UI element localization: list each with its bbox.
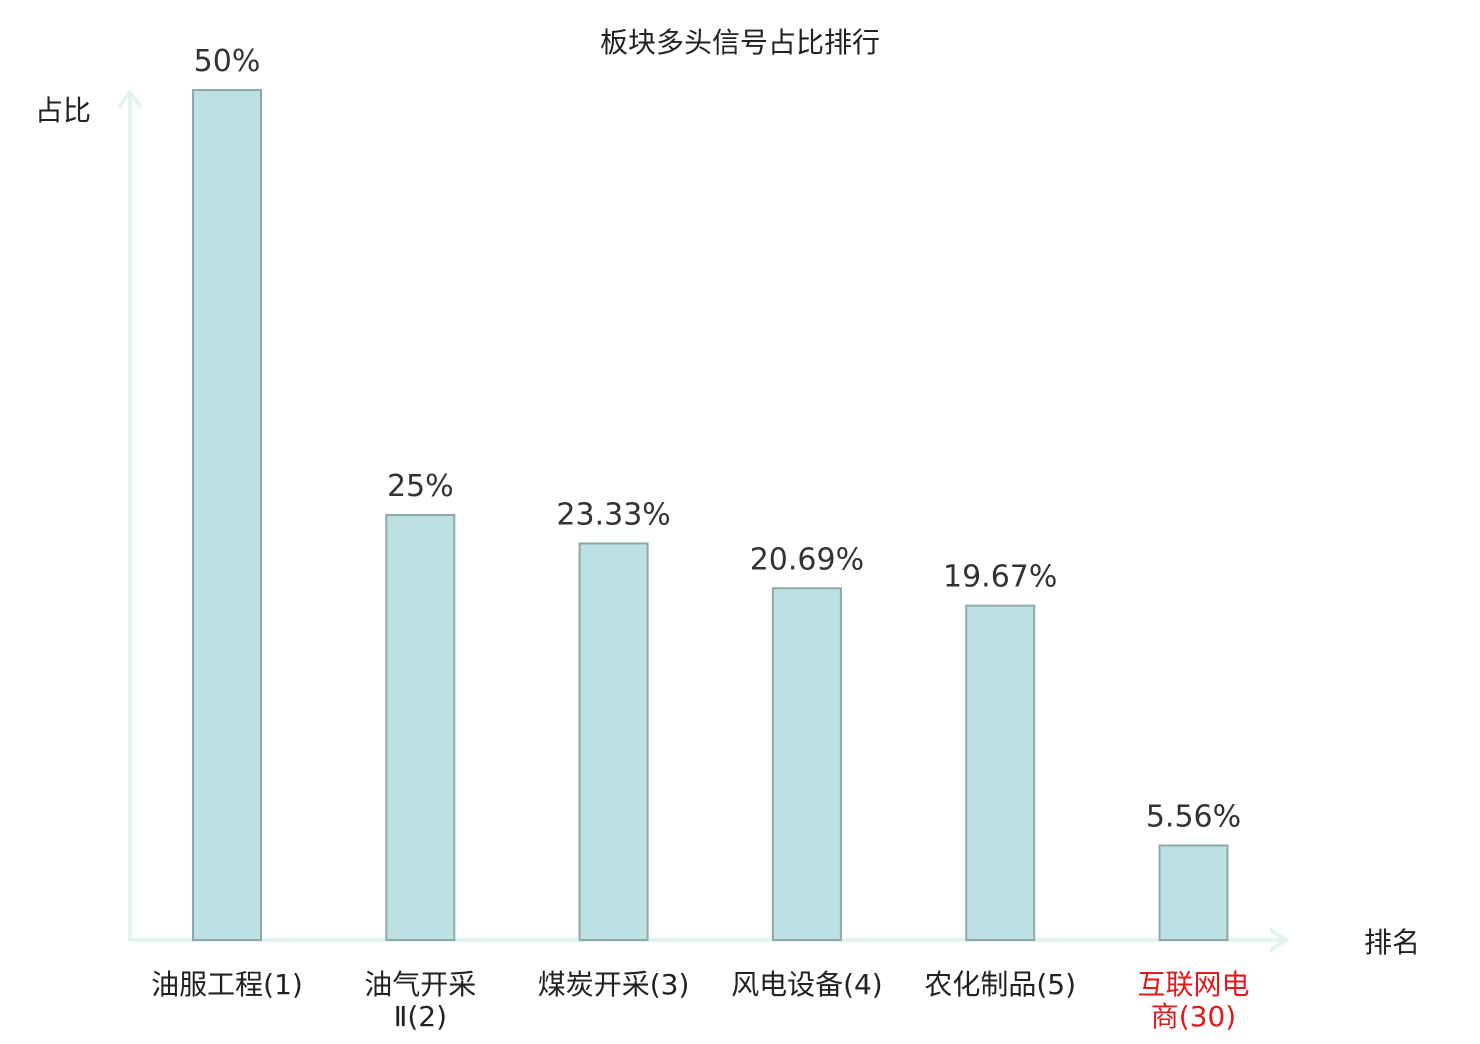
bar-4 [771,587,842,941]
value-labels: 50% 25% 23.33% 20.69% 19.67% 5.56% [194,44,1242,835]
value-label-4: 20.69% [750,542,864,577]
x-axis-label: 排名 [1364,926,1420,959]
category-label-2: 油气开采 [364,968,476,1001]
bar-5 [965,604,1036,941]
value-label-1: 50% [194,44,261,79]
category-label-4: 风电设备(4) [731,968,883,1001]
value-label-5: 19.67% [943,560,1057,595]
value-label-3: 23.33% [556,497,670,532]
bar-1 [192,89,262,941]
axes [118,90,1288,952]
y-axis-arrow [118,90,142,108]
bar-3 [578,542,649,942]
category-label-1: 油服工程(1) [151,968,303,1001]
category-label-5: 农化制品(5) [924,968,1076,1001]
y-axis-label: 占比 [35,94,91,127]
value-label-6: 5.56% [1146,800,1241,835]
bar-6 [1158,844,1229,941]
bars [192,89,1229,942]
category-label-3: 煤炭开采(3) [538,968,690,1001]
category-label-6-line2: 商(30) [1151,1000,1236,1033]
category-label-6: 互联网电 [1137,968,1249,1001]
chart-title: 板块多头信号占比排行 [600,26,880,59]
value-label-2: 25% [387,469,454,504]
bar-2 [385,514,456,941]
x-axis-arrow [1269,928,1288,952]
category-label-2-line2: Ⅱ(2) [394,1000,447,1033]
